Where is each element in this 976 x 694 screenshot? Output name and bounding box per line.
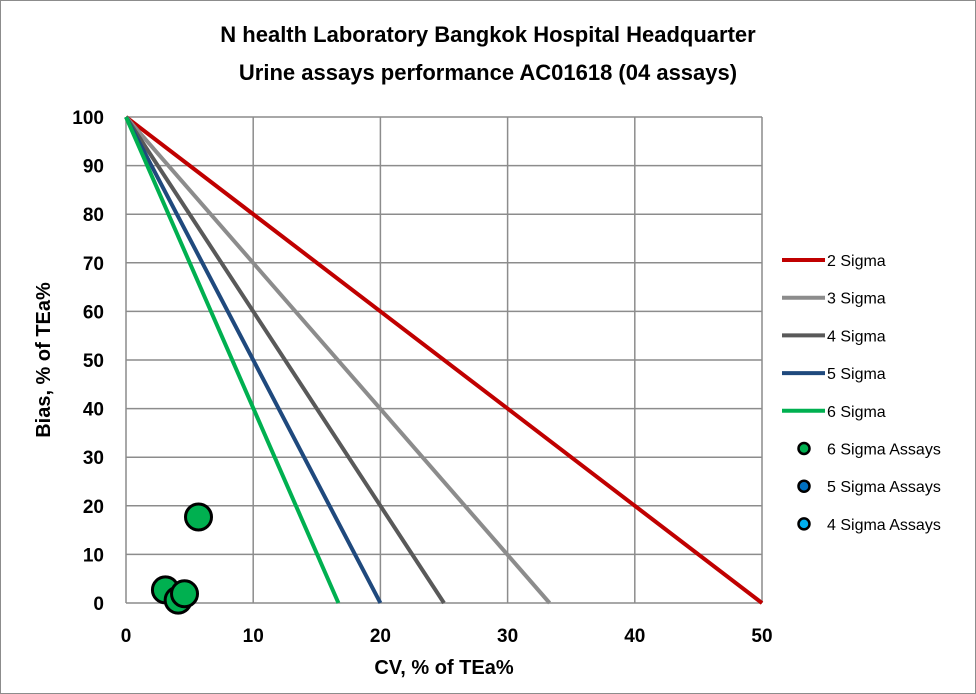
chart-title: N health Laboratory Bangkok Hospital Hea…: [220, 22, 756, 47]
y-tick-label: 70: [83, 254, 104, 275]
legend-label: 5 Sigma Assays: [827, 479, 941, 496]
x-tick-label: 20: [370, 626, 391, 647]
legend-label: 6 Sigma: [827, 404, 886, 421]
chart-subtitle: Urine assays performance AC01618 (04 ass…: [238, 60, 738, 85]
sigma-lines: [124, 115, 764, 605]
legend-label: 2 Sigma: [827, 253, 886, 270]
legend-swatch-marker: [797, 517, 811, 531]
x-tick-label: 40: [624, 626, 645, 647]
y-tick-label: 90: [83, 157, 104, 178]
y-axis-label: Bias, % of TEa%: [33, 282, 55, 438]
sigma-line-5: [124, 116, 383, 604]
assay-point: [170, 579, 200, 609]
y-tick-label: 50: [83, 351, 104, 372]
legend: 2 Sigma 3 Sigma 4 Sigma 5 Sigma 6 Sigma 6 Sig…: [782, 253, 941, 534]
legend-label: 4 Sigma: [827, 328, 886, 345]
sigma-line-6: [124, 116, 341, 604]
sigma-line-2: [124, 115, 764, 605]
sigma-line-4: [124, 115, 446, 605]
assay-point: [184, 502, 214, 532]
y-tick-label: 30: [83, 448, 104, 469]
y-tick-label: 80: [83, 205, 104, 226]
legend-swatch-marker: [797, 441, 811, 456]
y-tick-label: 20: [83, 497, 104, 518]
tick-labels: 0 10 20 30 40 50 0 10 20 30 40 50 60 70 80 90 100: [72, 108, 772, 647]
x-axis-label: CV, % of TEa%: [374, 657, 514, 679]
assay-points: [150, 502, 214, 615]
y-tick-label: 60: [83, 302, 104, 323]
x-tick-label: 0: [121, 626, 132, 647]
x-tick-label: 30: [497, 626, 518, 647]
sigma-line-3: [124, 115, 552, 605]
y-tick-label: 100: [72, 108, 104, 129]
y-tick-label: 40: [83, 400, 104, 421]
y-tick-label: 0: [93, 594, 104, 615]
x-tick-label: 50: [751, 626, 772, 647]
legend-label: 5 Sigma: [827, 366, 886, 383]
legend-label: 6 Sigma Assays: [827, 442, 941, 459]
legend-swatch-marker: [797, 479, 811, 493]
y-tick-label: 10: [83, 545, 104, 566]
legend-label: 4 Sigma Assays: [827, 517, 941, 534]
x-tick-label: 10: [243, 626, 264, 647]
legend-label: 3 Sigma: [827, 291, 886, 308]
